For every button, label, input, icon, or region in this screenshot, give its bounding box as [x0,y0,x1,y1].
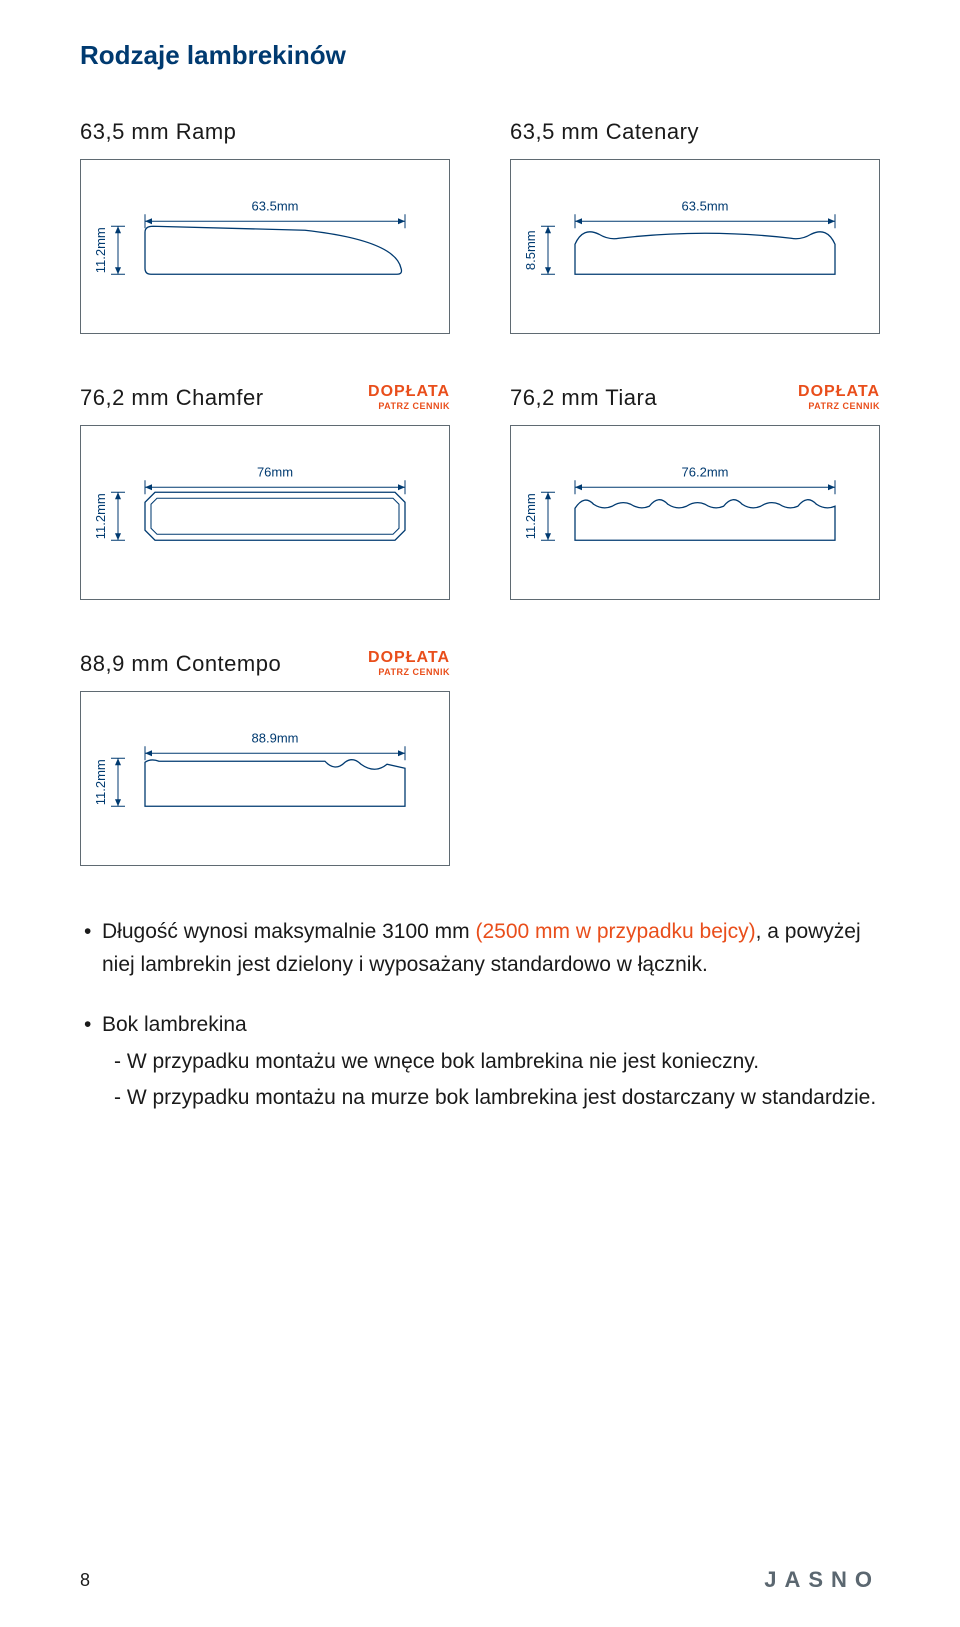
notes-list: Długość wynosi maksymalnie 3100 mm (2500… [80,916,880,1115]
svg-text:63.5mm: 63.5mm [252,198,299,213]
diagram-chamfer: 76mm 11.2mm [80,425,450,600]
profile-label-contempo: 88,9 mm Contempo [80,651,281,677]
page-title: Rodzaje lambrekinów [80,40,880,71]
profile-label-catenary: 63,5 mm Catenary [510,119,699,145]
note-accent: (2500 mm w przypadku bejcy) [475,920,755,943]
svg-text:11.2mm: 11.2mm [93,227,108,273]
note-item: Bok lambrekina - W przypadku montażu we … [80,1009,880,1115]
svg-text:8.5mm: 8.5mm [523,230,538,270]
surcharge-badge: DOPŁATA PATRZ CENNIK [368,650,450,677]
svg-text:11.2mm: 11.2mm [93,493,108,539]
svg-text:11.2mm: 11.2mm [93,759,108,805]
svg-text:63.5mm: 63.5mm [682,198,729,213]
profile-label-ramp: 63,5 mm Ramp [80,119,236,145]
svg-text:11.2mm: 11.2mm [523,493,538,539]
diagram-catenary: 63.5mm 8.5mm [510,159,880,334]
diagram-tiara: 76.2mm 11.2mm [510,425,880,600]
surcharge-badge: DOPŁATA PATRZ CENNIK [368,384,450,411]
diagram-contempo: 88.9mm 11.2mm [80,691,450,866]
profile-label-chamfer: 76,2 mm Chamfer [80,385,264,411]
surcharge-badge: DOPŁATA PATRZ CENNIK [798,384,880,411]
svg-text:76.2mm: 76.2mm [682,464,729,479]
page-number: 8 [80,1570,90,1591]
svg-text:88.9mm: 88.9mm [252,730,299,745]
profile-label-tiara: 76,2 mm Tiara [510,385,657,411]
note-item: Długość wynosi maksymalnie 3100 mm (2500… [80,916,880,981]
svg-text:76mm: 76mm [257,464,293,479]
brand-logo: JASNO [764,1567,880,1593]
diagram-ramp: 63.5mm 11.2mm [80,159,450,334]
